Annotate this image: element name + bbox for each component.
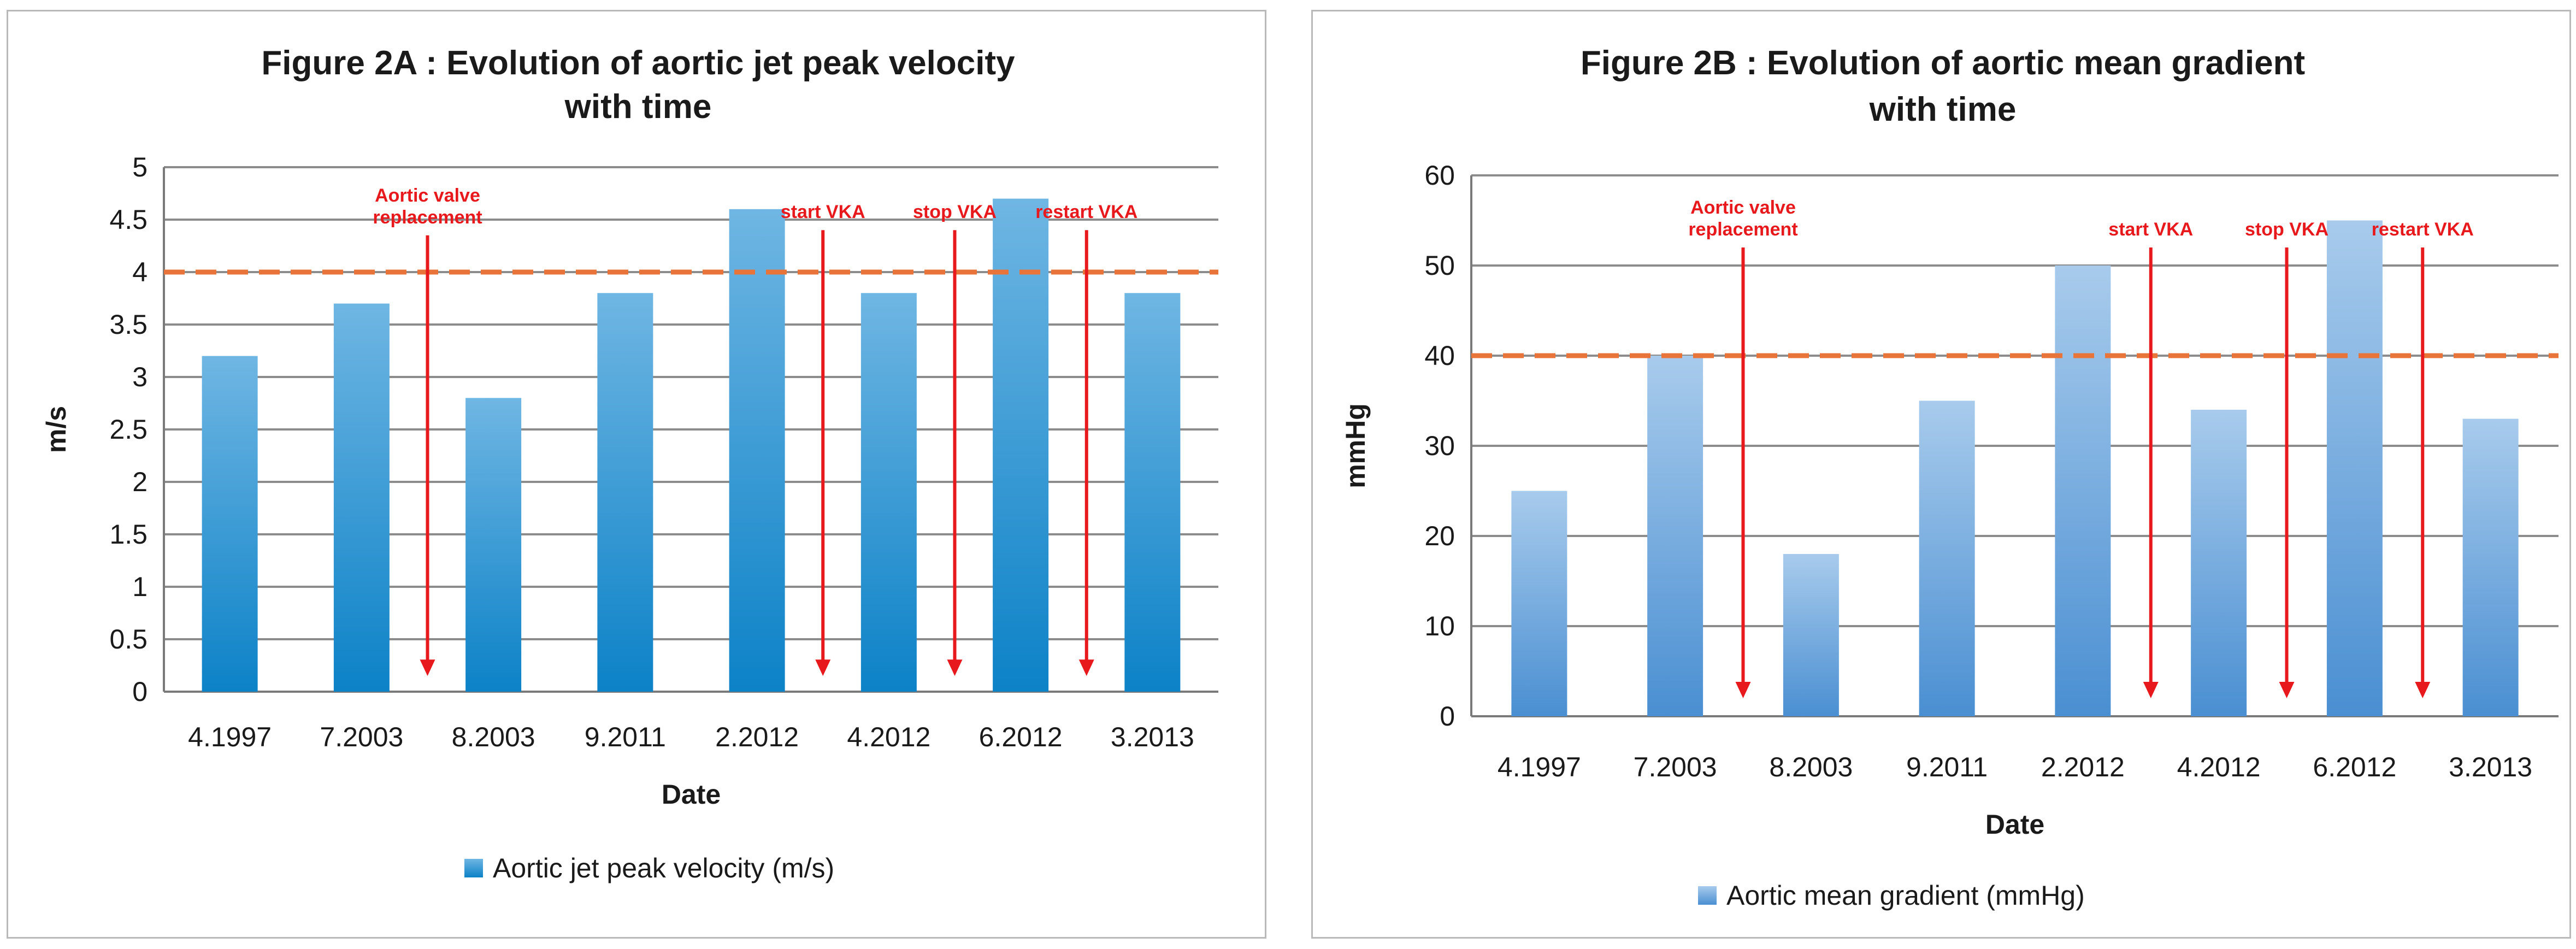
- chart-2a-svg: Figure 2A : Evolution of aortic jet peak…: [41, 44, 1218, 883]
- chart-2a-annotation-label: start VKA: [781, 202, 865, 222]
- chart-2a-bar-2-2012: [729, 209, 785, 692]
- chart-2a-bar-7-2003: [333, 303, 390, 692]
- chart-2a-bar-6-2012: [993, 198, 1049, 692]
- chart-2b-xtick-label: 3.2013: [2449, 752, 2532, 782]
- chart-2b-svg: Figure 2B : Evolution of aortic mean gra…: [1340, 44, 2559, 911]
- chart-2b-title: Figure 2B : Evolution of aortic mean gra…: [1581, 44, 2305, 82]
- chart-2b-xtick-label: 4.1997: [1498, 752, 1581, 782]
- chart-2b-xtick-label: 8.2003: [1769, 752, 1853, 782]
- chart-2b-annotation-label: start VKA: [2108, 219, 2193, 240]
- chart-2a-annotation-arrowhead: [420, 659, 435, 676]
- chart-2a-annotation-label: replacement: [373, 207, 482, 228]
- chart-2a-xtick-label: 4.2012: [847, 722, 930, 752]
- chart-2a-ytick-label: 4: [132, 257, 148, 287]
- chart-2b-ytick-label: 50: [1424, 250, 1455, 281]
- chart-2a-ytick-label: 5: [132, 152, 148, 182]
- chart-2b-ytick-label: 60: [1424, 160, 1455, 191]
- chart-2b-bar-4-1997: [1511, 491, 1567, 716]
- chart-2a-ytick-label: 0: [132, 676, 148, 707]
- chart-2b-legend-label: Aortic mean gradient (mmHg): [1726, 880, 2085, 911]
- chart-2a-xtick-label: 7.2003: [320, 722, 403, 752]
- chart-2b-annotation-label: stop VKA: [2245, 219, 2329, 240]
- chart-2a-ytick-label: 1.5: [109, 519, 148, 550]
- chart-2b-xtick-label: 7.2003: [1634, 752, 1717, 782]
- chart-2a-bar-8-2003: [465, 398, 522, 692]
- chart-2a-ytick-label: 4.5: [109, 204, 148, 235]
- chart-2b-bar-9-2011: [1919, 400, 1975, 716]
- chart-2b-ytick-label: 40: [1424, 340, 1455, 371]
- chart-2b-bar-3-2013: [2462, 418, 2519, 716]
- chart-2b-ytick-label: 30: [1424, 431, 1455, 461]
- chart-2b-xlabel: Date: [1985, 809, 2044, 840]
- chart-2a-xtick-label: 8.2003: [452, 722, 535, 752]
- chart-2a-subtitle: with time: [564, 88, 712, 126]
- chart-2b-subtitle: with time: [1869, 91, 2017, 128]
- chart-2b-xtick-label: 2.2012: [2041, 752, 2125, 782]
- chart-panel-2b: Figure 2B : Evolution of aortic mean gra…: [1311, 10, 2571, 939]
- chart-2b-xtick-label: 9.2011: [1906, 752, 1988, 782]
- chart-2b-ytick-label: 20: [1424, 521, 1455, 551]
- chart-2b-ytick-label: 0: [1440, 701, 1455, 732]
- chart-2b-xtick-label: 4.2012: [2177, 752, 2261, 782]
- chart-2b-bar-8-2003: [1783, 554, 1839, 716]
- chart-2a-xtick-label: 6.2012: [979, 722, 1063, 752]
- chart-2a-ytick-label: 2: [132, 467, 148, 497]
- chart-2a-ytick-label: 0.5: [109, 624, 148, 655]
- chart-2a-xtick-label: 4.1997: [188, 722, 272, 752]
- chart-2a-bar-4-2012: [860, 293, 917, 692]
- chart-2b-bar-2-2012: [2055, 266, 2111, 716]
- chart-2a-legend-swatch: [464, 859, 483, 877]
- chart-2b-annotation-arrowhead: [2279, 682, 2295, 698]
- chart-2b-xtick-label: 6.2012: [2313, 752, 2396, 782]
- chart-2a-bar-9-2011: [597, 293, 653, 692]
- chart-2b-annotation-label: Aortic valve: [1690, 197, 1796, 218]
- chart-2a-ytick-label: 1: [132, 571, 148, 602]
- chart-2a-annotation-label: Aortic valve: [375, 185, 480, 206]
- chart-2b-annotation-label: replacement: [1688, 219, 1797, 240]
- chart-2a-annotation-arrowhead: [815, 659, 831, 676]
- chart-2b-annotation-arrowhead: [1735, 682, 1751, 698]
- chart-2b-ylabel: mmHg: [1340, 403, 1371, 488]
- chart-2a-annotation-label: stop VKA: [913, 202, 997, 222]
- chart-2a-xtick-label: 3.2013: [1111, 722, 1194, 752]
- chart-2a-xtick-label: 2.2012: [715, 722, 799, 752]
- chart-2b-bar-4-2012: [2191, 410, 2247, 716]
- chart-2a-ylabel: m/s: [41, 406, 72, 453]
- chart-2b-ytick-label: 10: [1424, 611, 1455, 641]
- chart-2a-ytick-label: 2.5: [109, 414, 148, 445]
- chart-panel-2a: Figure 2A : Evolution of aortic jet peak…: [7, 10, 1266, 939]
- chart-2a-annotation-label: restart VKA: [1035, 202, 1137, 222]
- chart-2a-annotation-arrowhead: [1078, 659, 1094, 676]
- chart-2a-xlabel: Date: [662, 779, 721, 810]
- chart-2a-xtick-label: 9.2011: [585, 722, 666, 752]
- chart-2b-legend-swatch: [1698, 886, 1717, 905]
- chart-2b-annotation-label: restart VKA: [2372, 219, 2474, 240]
- chart-2a-annotation-arrowhead: [947, 659, 963, 676]
- chart-2b-annotation-arrowhead: [2415, 682, 2431, 698]
- chart-2a-title: Figure 2A : Evolution of aortic jet peak…: [261, 44, 1015, 82]
- chart-2b-bar-7-2003: [1647, 356, 1703, 716]
- chart-2b-bar-6-2012: [2326, 220, 2383, 716]
- chart-2a-bar-4-1997: [202, 356, 258, 692]
- chart-2b-annotation-arrowhead: [2143, 682, 2159, 698]
- chart-2a-ytick-label: 3.5: [109, 309, 148, 340]
- chart-2a-ytick-label: 3: [132, 362, 148, 392]
- chart-2a-legend-label: Aortic jet peak velocity (m/s): [493, 853, 834, 883]
- chart-2a-bar-3-2013: [1124, 293, 1181, 692]
